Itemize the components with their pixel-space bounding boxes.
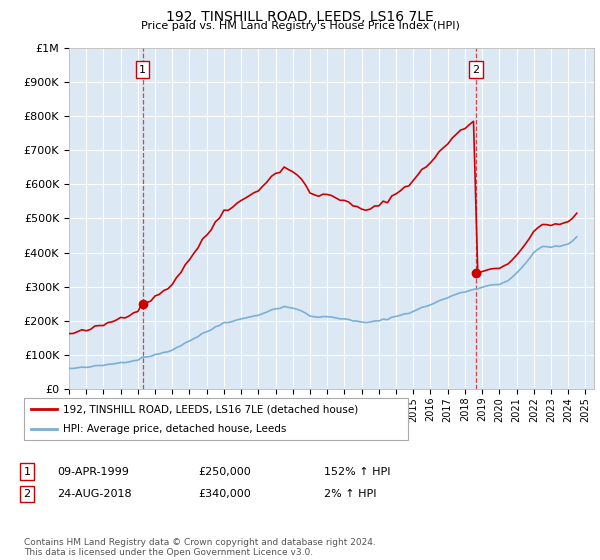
Text: Price paid vs. HM Land Registry's House Price Index (HPI): Price paid vs. HM Land Registry's House … (140, 21, 460, 31)
Text: 2% ↑ HPI: 2% ↑ HPI (324, 489, 377, 499)
Text: 09-APR-1999: 09-APR-1999 (57, 466, 129, 477)
Text: £340,000: £340,000 (198, 489, 251, 499)
Text: 192, TINSHILL ROAD, LEEDS, LS16 7LE (detached house): 192, TINSHILL ROAD, LEEDS, LS16 7LE (det… (63, 404, 358, 414)
Text: 152% ↑ HPI: 152% ↑ HPI (324, 466, 391, 477)
Text: 2: 2 (23, 489, 31, 499)
Text: HPI: Average price, detached house, Leeds: HPI: Average price, detached house, Leed… (63, 424, 286, 434)
Text: 1: 1 (139, 65, 146, 75)
Text: £250,000: £250,000 (198, 466, 251, 477)
Text: 192, TINSHILL ROAD, LEEDS, LS16 7LE: 192, TINSHILL ROAD, LEEDS, LS16 7LE (166, 10, 434, 24)
Text: 24-AUG-2018: 24-AUG-2018 (57, 489, 131, 499)
Text: 1: 1 (23, 466, 31, 477)
Text: 2: 2 (473, 65, 479, 75)
Text: Contains HM Land Registry data © Crown copyright and database right 2024.
This d: Contains HM Land Registry data © Crown c… (24, 538, 376, 557)
